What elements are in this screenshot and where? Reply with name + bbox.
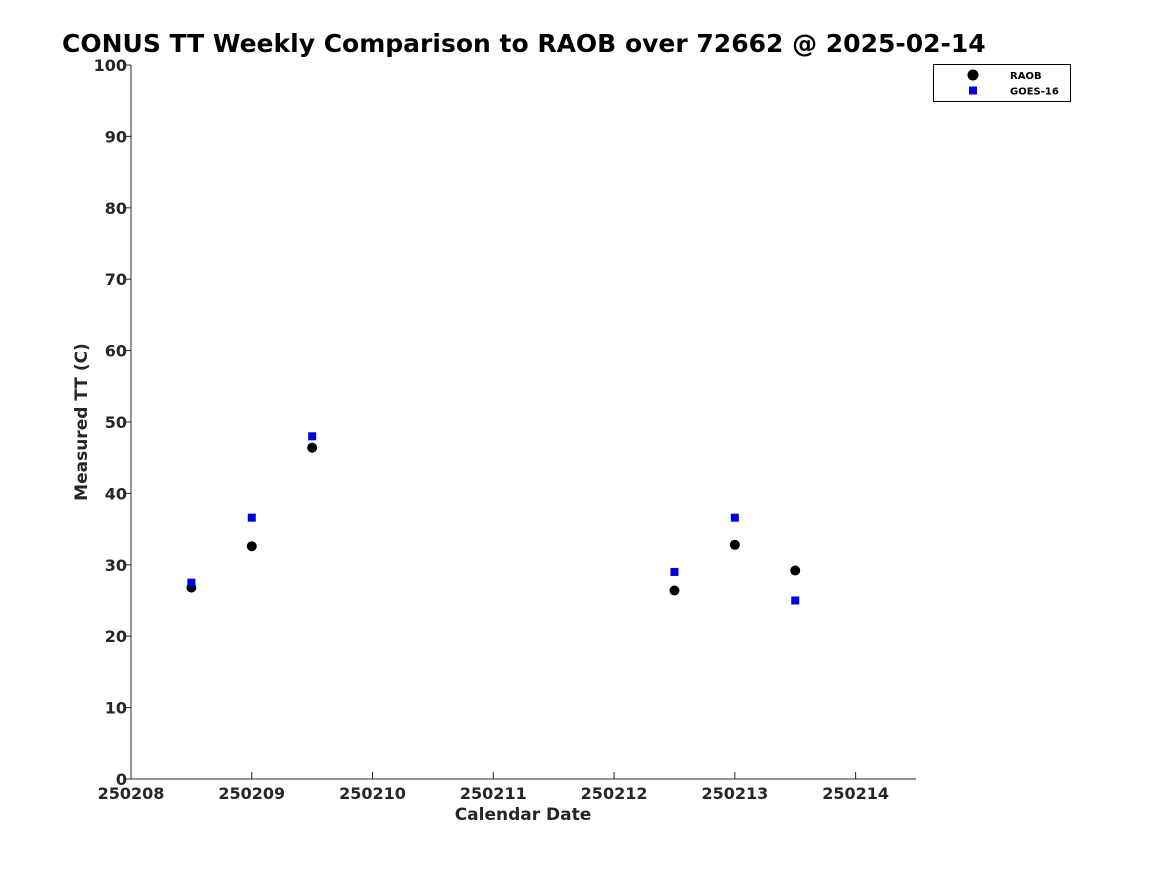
point-goes-16: [187, 578, 196, 587]
point-goes-16: [670, 567, 679, 576]
x-axis-label: Calendar Date: [455, 805, 592, 825]
x-tick-label: 250209: [218, 784, 285, 803]
y-tick-label: 100: [94, 56, 127, 75]
point-raob: [729, 539, 740, 550]
x-tick-label: 250214: [822, 784, 889, 803]
x-ticks: 250208 250209 250210 250211 250212 250213 2502…: [98, 772, 889, 803]
legend-label-raob: RAOB: [1010, 71, 1042, 82]
point-goes-16: [247, 513, 256, 522]
point-raob: [790, 565, 801, 576]
chart-title: CONUS TT Weekly Comparison to RAOB over …: [62, 29, 986, 58]
y-tick-label: 50: [105, 413, 127, 432]
data-points: [186, 432, 801, 605]
y-tick-label: 20: [105, 627, 127, 646]
y-tick-label: 90: [105, 127, 127, 146]
legend-marker-raob: [967, 69, 979, 81]
legend-box: [933, 64, 1071, 102]
point-goes-16: [730, 513, 739, 522]
x-tick-label: 250210: [339, 784, 406, 803]
y-tick-label: 80: [105, 199, 127, 218]
axes: [130, 65, 916, 780]
y-tick-label: 60: [105, 342, 127, 361]
x-tick-label: 250211: [460, 784, 527, 803]
y-tick-label: 0: [116, 770, 127, 789]
legend: RAOB GOES-16: [933, 64, 1071, 102]
point-goes-16: [791, 596, 800, 605]
y-tick-label: 10: [105, 699, 127, 718]
legend-items: RAOB GOES-16: [967, 69, 1059, 98]
point-raob: [307, 442, 318, 453]
legend-label-goes-16: GOES-16: [1010, 87, 1059, 98]
y-axis-label: Measured TT (C): [72, 343, 92, 501]
y-tick-label: 70: [105, 270, 127, 289]
point-raob: [246, 541, 257, 552]
legend-marker-goes-16: [969, 86, 977, 95]
point-raob: [669, 585, 680, 596]
point-goes-16: [308, 432, 317, 441]
x-tick-label: 250213: [701, 784, 768, 803]
x-tick-label: 250208: [98, 784, 165, 803]
y-ticks: 0 10 20 30 40 50 60 70 80 90 100: [94, 56, 131, 789]
y-tick-label: 30: [105, 556, 127, 575]
y-tick-label: 40: [105, 484, 127, 503]
x-tick-label: 250212: [581, 784, 648, 803]
